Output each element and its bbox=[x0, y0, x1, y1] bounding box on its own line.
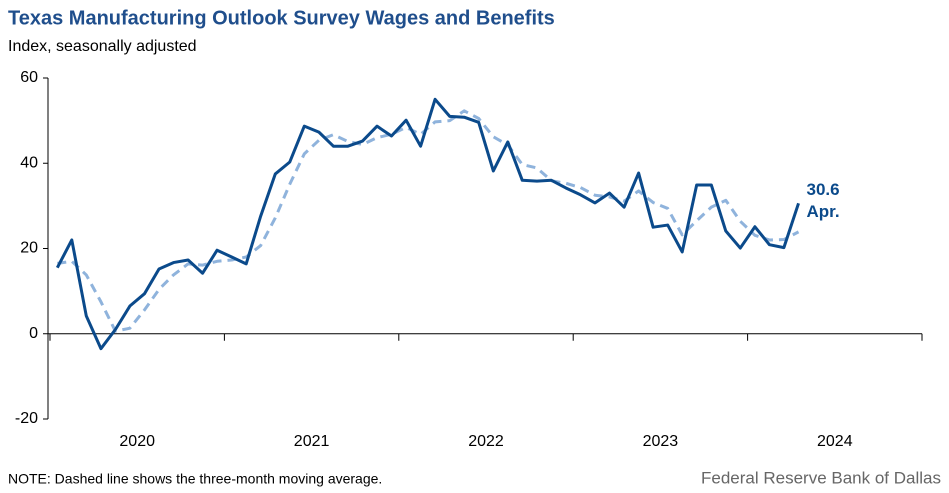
annotation: 30.6 bbox=[807, 180, 840, 199]
chart-title: Texas Manufacturing Outlook Survey Wages… bbox=[8, 7, 555, 29]
y-tick-label: 0 bbox=[29, 325, 38, 342]
y-tick-label: 60 bbox=[20, 69, 38, 86]
x-tick-label: 2024 bbox=[817, 433, 853, 450]
x-tick-label: 2020 bbox=[119, 433, 155, 450]
y-tick-label: 20 bbox=[20, 240, 38, 257]
index-line bbox=[55, 97, 800, 351]
x-tick-label: 2022 bbox=[468, 433, 504, 450]
moving-average-line bbox=[57, 109, 800, 333]
y-tick-label: 40 bbox=[20, 154, 38, 171]
x-tick-label: 2023 bbox=[643, 433, 679, 450]
y-tick-label: -20 bbox=[15, 410, 38, 427]
source: Federal Reserve Bank of Dallas bbox=[701, 468, 941, 487]
note: NOTE: Dashed line shows the three-month … bbox=[8, 471, 382, 487]
chart-subtitle: Index, seasonally adjusted bbox=[8, 38, 197, 55]
annotation: Apr. bbox=[807, 202, 840, 221]
x-tick-label: 2021 bbox=[294, 433, 330, 450]
